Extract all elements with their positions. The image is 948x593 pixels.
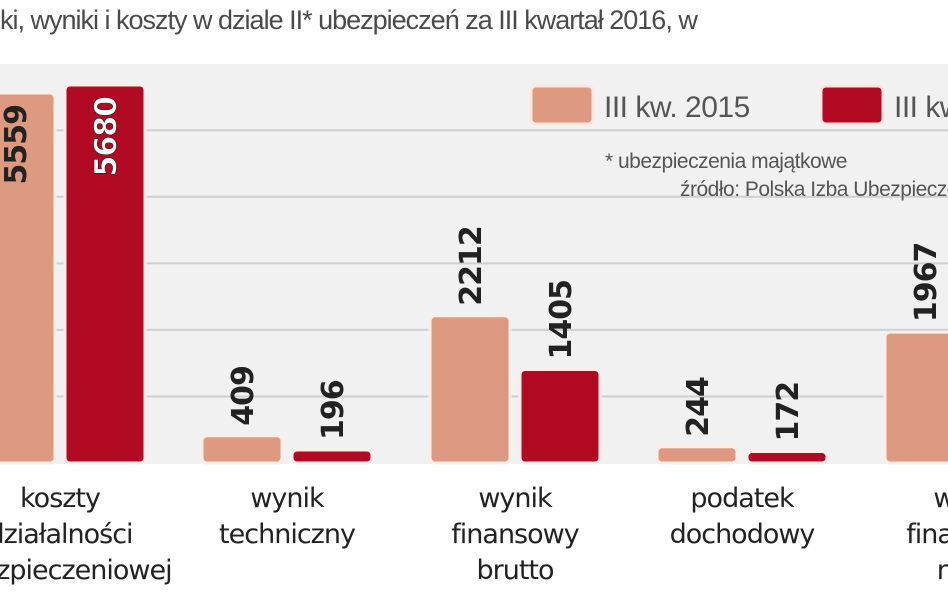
bar [655, 445, 739, 465]
category-label: wynik [250, 483, 325, 514]
bar [883, 330, 948, 465]
legend-swatch-2016 [819, 84, 885, 126]
value-label: 5680 [89, 97, 124, 177]
value-label: 1405 [544, 280, 579, 360]
chart-title: ki, wyniki i koszty w dziale II* ubezpie… [0, 5, 698, 35]
legend-label-2016: III kw. 2016 [894, 91, 948, 124]
bar [518, 367, 602, 465]
bar [200, 434, 284, 465]
category-label: finansowy [906, 519, 948, 550]
category-label: brutto [476, 555, 554, 586]
bar [428, 314, 512, 465]
source-note: źródło: Polska Izba Ubezpieczeń [680, 178, 948, 201]
legend-label-2015: III kw. 2015 [604, 91, 750, 124]
bar [290, 448, 374, 465]
category-label: wynik [933, 483, 948, 514]
legend-swatch-2015 [529, 84, 595, 126]
footnote: * ubezpieczenia majątkowe [605, 150, 847, 173]
value-label: 1967 [909, 243, 944, 323]
category-label: wynik [478, 483, 553, 514]
value-label: 244 [681, 377, 716, 437]
category-label: ubezpieczeniowej [0, 555, 172, 586]
category-label: działalności [0, 519, 133, 550]
value-label: 409 [226, 366, 261, 426]
value-label: 5559 [0, 105, 34, 184]
category-label: koszty [20, 483, 101, 514]
value-label: 172 [771, 382, 806, 442]
bar [745, 450, 829, 465]
bar [0, 91, 57, 465]
bars: 5559 5680 409 196 2212 1405 244 172 1967 [0, 83, 948, 465]
value-label: 196 [316, 380, 351, 440]
value-label: 2212 [454, 226, 489, 306]
legend: III kw. 2015 III kw. 2016 [529, 84, 948, 126]
bar [63, 83, 147, 465]
category-label: finansowy [451, 519, 579, 550]
category-label: techniczny [219, 519, 356, 550]
category-label: dochodowy [670, 519, 816, 550]
category-label: podatek [690, 483, 795, 514]
category-labels: koszty działalności ubezpieczeniowej wynik t… [0, 483, 948, 586]
category-label: netto [937, 555, 948, 586]
